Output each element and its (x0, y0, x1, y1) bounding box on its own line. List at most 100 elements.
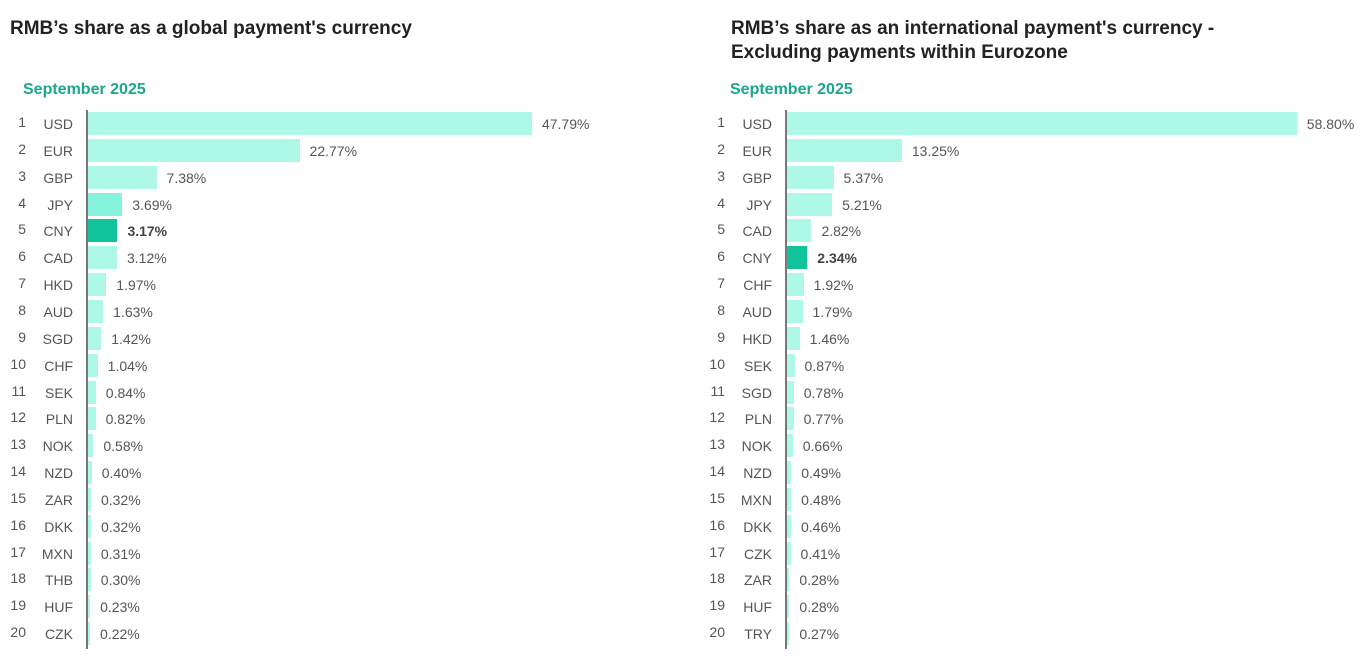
category-label: CNY (742, 250, 772, 267)
chart-2-subtitle: September 2025 (730, 81, 853, 98)
category-label: GBP (43, 169, 73, 186)
bar-nzd (88, 461, 92, 485)
rank-label: 9 (717, 328, 725, 345)
category-label: SEK (44, 384, 73, 401)
bar-sek (787, 353, 795, 377)
category-label: EUR (43, 142, 73, 159)
bar-sgd (88, 326, 102, 350)
bar-eur (88, 138, 300, 162)
rank-label: 7 (18, 275, 26, 292)
rank-label: 18 (10, 570, 26, 587)
data-label: 0.22% (100, 626, 140, 643)
rank-label: 20 (709, 624, 725, 641)
data-label: 0.28% (799, 572, 840, 589)
rank-label: 10 (10, 355, 26, 372)
rank-label: 2 (18, 140, 26, 157)
category-label: TRY (744, 626, 772, 643)
rank-label: 4 (717, 194, 725, 211)
category-label: CZK (744, 545, 772, 562)
bar-zar (787, 568, 790, 592)
data-label: 1.97% (116, 277, 156, 294)
chart-1-title: RMB’s share as a global payment's curren… (10, 18, 412, 39)
bar-gbp (787, 165, 834, 189)
chart-2-title-line2: Excluding payments within Eurozone (731, 42, 1068, 63)
category-label: CZK (45, 626, 73, 643)
rank-label: 15 (709, 489, 725, 506)
y-axis-line (86, 110, 88, 649)
data-label: 3.12% (126, 250, 167, 267)
data-label: 0.41% (800, 545, 841, 562)
data-label: 3.69% (132, 196, 172, 213)
category-label: JPY (746, 196, 772, 213)
rank-label: 11 (710, 382, 725, 399)
category-label: HKD (43, 277, 73, 294)
bar-nok (787, 434, 793, 458)
category-label: SEK (743, 357, 772, 374)
data-label: 0.66% (802, 438, 843, 455)
bar-huf (88, 595, 91, 619)
bar-hkd (787, 326, 800, 350)
rank-label: 8 (717, 301, 725, 318)
data-label: 0.58% (103, 438, 144, 455)
bar-dkk (787, 514, 791, 538)
rank-label: 13 (10, 436, 26, 453)
category-label: THB (45, 572, 73, 589)
category-label: DKK (44, 518, 73, 535)
category-label: MXN (740, 491, 772, 508)
data-label: 22.77% (309, 142, 358, 159)
bar-eur (787, 138, 902, 162)
category-label: AUD (43, 303, 73, 320)
category-label: ZAR (45, 491, 73, 508)
data-label: 5.37% (843, 169, 884, 186)
bar-mxn (88, 541, 91, 565)
rank-label: 14 (10, 463, 26, 480)
bar-chf (787, 273, 804, 297)
y-axis-line (785, 110, 787, 649)
data-label: 0.48% (801, 491, 841, 508)
category-label: NOK (42, 438, 73, 455)
category-label: CHF (44, 357, 73, 374)
bar-nok (88, 434, 94, 458)
rank-label: 3 (717, 167, 725, 184)
category-label: AUD (742, 303, 772, 320)
chart-2-title-line1: RMB’s share as an international payment'… (731, 18, 1215, 39)
bar-hkd (88, 273, 107, 297)
rank-label: 13 (709, 436, 725, 453)
bar-aud (88, 299, 104, 323)
data-label: 3.17% (127, 223, 168, 240)
data-label: 0.40% (101, 465, 142, 482)
category-label: CAD (742, 223, 772, 240)
rank-label: 5 (18, 221, 26, 238)
data-label: 2.82% (821, 223, 862, 240)
rank-label: 7 (717, 275, 725, 292)
bar-chf (88, 353, 98, 377)
bar-jpy (88, 192, 123, 216)
bar-jpy (787, 192, 833, 216)
data-label: 7.38% (166, 169, 207, 186)
bar-aud (787, 299, 803, 323)
data-label: 0.27% (799, 626, 840, 643)
data-label: 1.79% (812, 303, 853, 320)
data-label: 0.84% (105, 384, 146, 401)
data-label: 0.32% (100, 518, 141, 535)
category-label: HUF (743, 599, 772, 616)
category-label: MXN (41, 545, 73, 562)
bar-czk (787, 541, 791, 565)
category-label: EUR (742, 142, 772, 159)
rank-label: 19 (10, 597, 26, 614)
bar-zar (88, 487, 91, 511)
data-label: 0.28% (799, 599, 840, 616)
category-label: JPY (47, 196, 73, 213)
bar-gbp (88, 165, 157, 189)
bar-thb (88, 568, 91, 592)
data-label: 13.25% (911, 142, 960, 159)
data-label: 1.92% (813, 277, 854, 294)
category-label: SGD (741, 384, 772, 401)
data-label: 0.31% (100, 545, 141, 562)
rank-label: 2 (717, 140, 725, 157)
data-label: 58.80% (1306, 116, 1355, 132)
category-label: SGD (42, 330, 73, 347)
bar-pln (787, 407, 794, 431)
data-label: 0.46% (800, 518, 841, 535)
category-label: USD (43, 116, 73, 132)
